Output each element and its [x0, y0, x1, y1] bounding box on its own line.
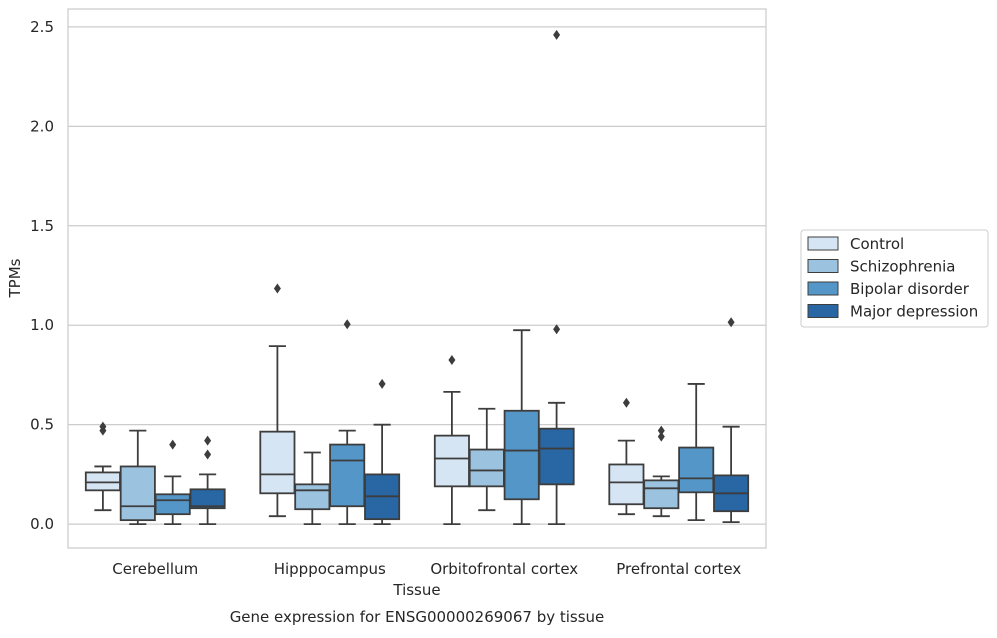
outlier-point	[657, 431, 665, 442]
y-tick-label: 1.0	[30, 316, 54, 334]
outlier-point	[378, 378, 386, 389]
box-major-depression	[189, 435, 226, 526]
box-schizophrenia	[643, 425, 680, 518]
box-iqr	[643, 479, 680, 510]
box-iqr	[433, 434, 470, 488]
legend-label: Bipolar disorder	[850, 280, 970, 298]
x-tick-label: Cerebellum	[112, 560, 198, 578]
outlier-point	[448, 355, 456, 366]
box-iqr	[189, 488, 226, 510]
x-tick-label: Hipppocampus	[274, 560, 386, 578]
box-major-depression	[713, 317, 750, 524]
x-axis-label: Tissue	[392, 581, 440, 599]
box-iqr	[503, 409, 540, 501]
chart-caption: Gene expression for ENSG00000269067 by t…	[230, 608, 605, 626]
legend-swatch	[807, 304, 839, 318]
box-iqr	[154, 493, 191, 516]
outlier-point	[204, 449, 212, 460]
box-iqr	[538, 427, 575, 486]
box-control	[433, 355, 470, 526]
box-iqr	[294, 483, 331, 511]
y-axis-ticks: 0.0 0.5 1.0 1.5 2.0 2.5	[30, 18, 54, 533]
plot-frame	[67, 8, 767, 549]
legend-swatch	[807, 236, 839, 251]
legend: Control Schizophrenia Bipolar disorder Majo…	[800, 229, 989, 328]
boxes	[84, 29, 750, 526]
box-iqr	[329, 443, 366, 508]
box-schizophrenia	[294, 451, 331, 526]
legend-swatch	[807, 259, 839, 273]
outlier-point	[169, 439, 177, 450]
box-control	[84, 421, 121, 512]
box-schizophrenia	[119, 429, 156, 526]
outlier-point	[553, 324, 561, 335]
plot-background	[68, 9, 766, 548]
y-axis-label: TPMs	[6, 258, 24, 298]
y-tick-label: 1.5	[30, 217, 54, 235]
y-tick-label: 2.0	[30, 117, 54, 135]
outlier-point	[553, 29, 561, 40]
box-iqr	[259, 430, 296, 495]
legend-frame	[800, 229, 989, 328]
outlier-point	[727, 317, 735, 328]
box-bipolar-disorder	[329, 319, 366, 526]
legend-swatch	[807, 281, 839, 296]
outlier-point	[204, 435, 212, 446]
box-iqr	[608, 463, 645, 506]
box-bipolar-disorder	[678, 383, 715, 522]
x-tick-label: Prefrontal cortex	[616, 560, 741, 578]
legend-label: Major depression	[850, 303, 978, 321]
y-tick-label: 2.5	[30, 18, 54, 36]
box-control	[259, 283, 296, 518]
box-iqr	[84, 471, 121, 492]
box-iqr	[468, 448, 505, 488]
box-iqr	[678, 446, 715, 494]
legend-label: Control	[850, 235, 904, 253]
x-axis-ticks: Cerebellum Hipppocampus Orbitofrontal cort…	[112, 560, 741, 578]
box-major-depression	[364, 378, 401, 526]
box-bipolar-disorder	[154, 439, 191, 526]
y-tick-label: 0.5	[30, 416, 54, 434]
x-tick-label: Orbitofrontal cortex	[430, 560, 578, 578]
box-schizophrenia	[468, 407, 505, 512]
box-major-depression	[538, 29, 575, 526]
box-iqr	[119, 465, 156, 522]
legend-label: Schizophrenia	[850, 258, 955, 276]
grid-lines	[68, 26, 766, 525]
outlier-point	[99, 421, 107, 432]
outlier-point	[343, 319, 351, 330]
outlier-point	[622, 397, 630, 408]
outlier-point	[273, 283, 281, 294]
y-tick-label: 0.0	[30, 515, 54, 533]
outlier-point	[657, 425, 665, 436]
